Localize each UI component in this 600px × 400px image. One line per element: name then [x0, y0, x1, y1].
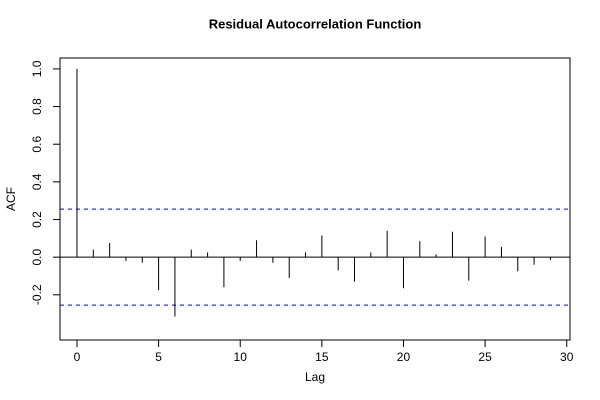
plot-frame — [59, 57, 571, 341]
y-tick-label: -0.2 — [30, 284, 44, 305]
x-tick-label: 25 — [478, 350, 492, 364]
x-tick-label: 20 — [397, 350, 411, 364]
y-tick-label: 0.8 — [30, 98, 44, 115]
y-tick-label: 0.6 — [30, 136, 44, 153]
x-tick-label: 30 — [560, 350, 574, 364]
y-tick-label: 1.0 — [30, 60, 44, 77]
x-tick-label: 15 — [315, 350, 329, 364]
x-tick-label: 10 — [234, 350, 248, 364]
x-tick-label: 0 — [74, 350, 81, 364]
y-tick-label: 0.2 — [30, 211, 44, 228]
x-axis-label: Lag — [305, 370, 325, 384]
y-tick-label: 0.4 — [30, 173, 44, 190]
y-tick-label: 0.0 — [30, 249, 44, 266]
chart-title: Residual Autocorrelation Function — [209, 16, 422, 31]
y-axis-label: ACF — [4, 187, 18, 211]
x-tick-label: 5 — [155, 350, 162, 364]
